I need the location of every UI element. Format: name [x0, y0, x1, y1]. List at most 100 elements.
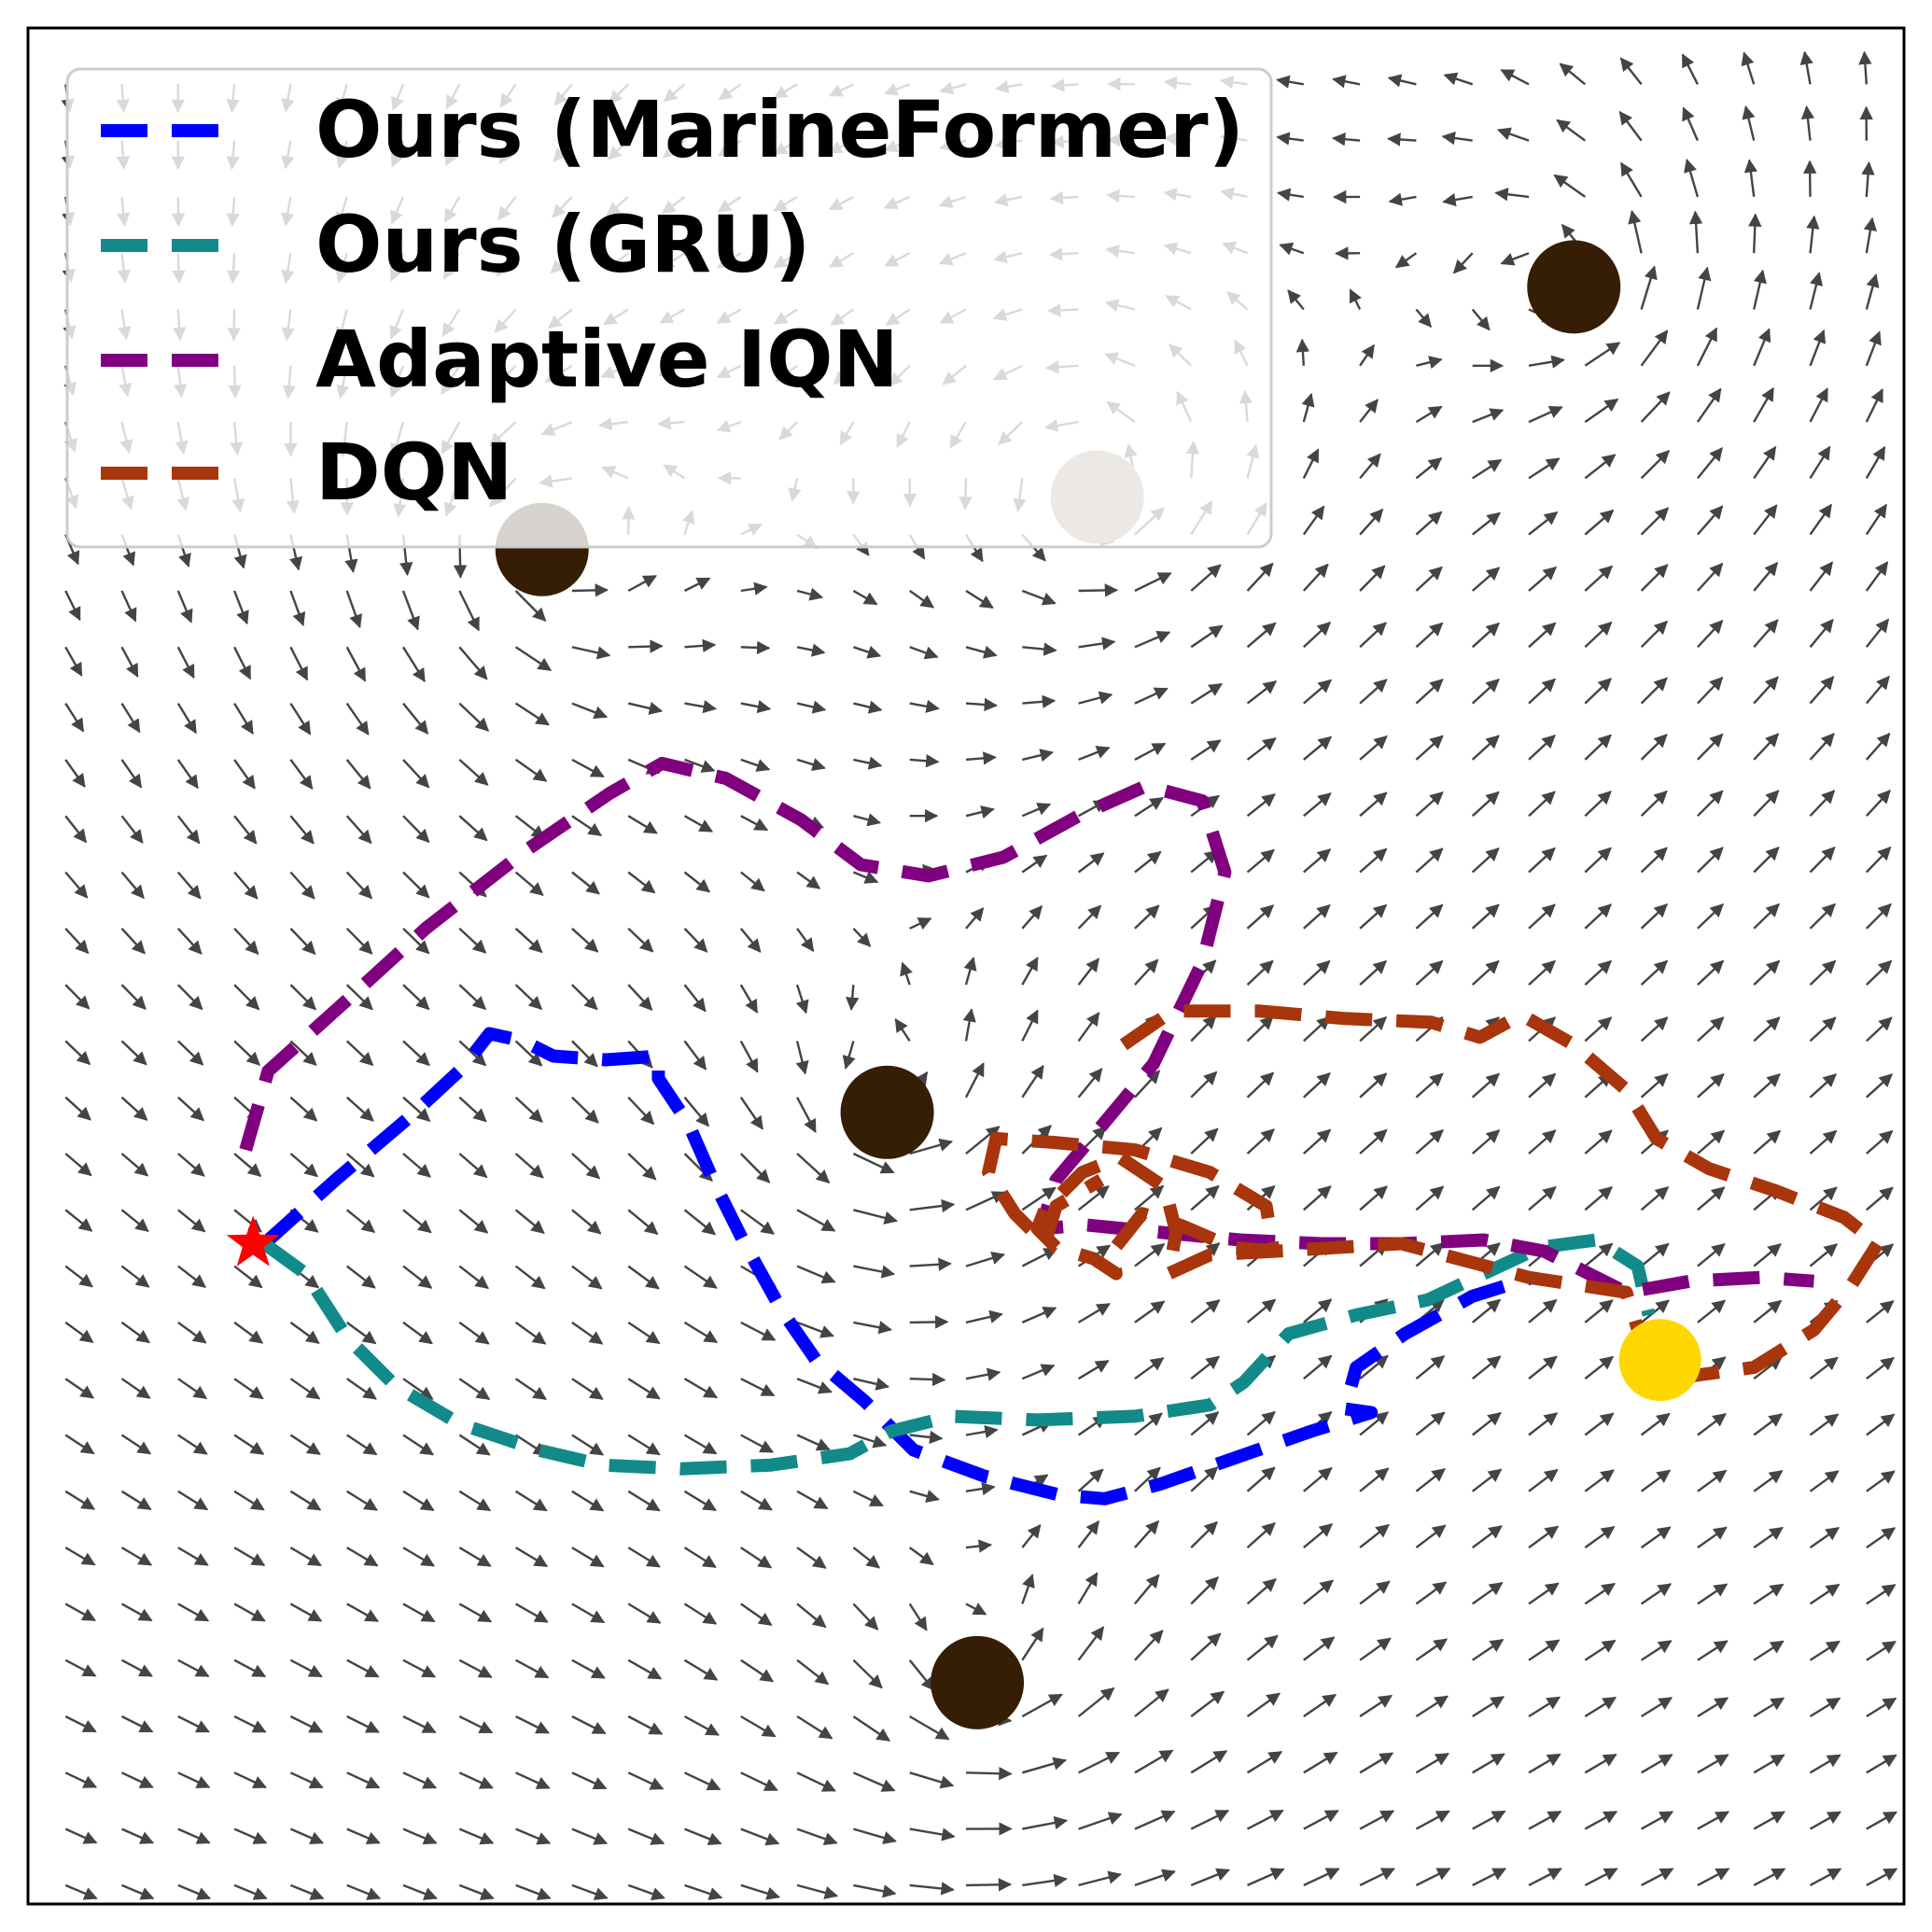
field-arrow-487 [1471, 847, 1500, 874]
field-arrow-299 [176, 590, 193, 623]
field-arrow-1013 [1359, 1752, 1394, 1774]
field-arrow-1049 [1528, 1810, 1562, 1830]
field-arrow-440 [683, 815, 714, 833]
field-arrow-23 [1332, 75, 1361, 89]
field-arrow-767 [514, 1378, 547, 1401]
field-arrow-289 [1471, 511, 1501, 536]
field-arrow-993 [233, 1771, 268, 1789]
field-arrow-439 [627, 815, 658, 834]
field-arrow-855 [1753, 1470, 1784, 1492]
field-arrow-1027 [289, 1827, 325, 1844]
field-arrow-64 [1800, 105, 1815, 141]
field-arrow-305 [514, 590, 547, 622]
field-arrow-739 [796, 1321, 834, 1338]
field-arrow-161 [1696, 266, 1712, 310]
field-arrow-221 [1359, 399, 1379, 423]
field-arrow-887 [1697, 1526, 1728, 1549]
field-arrow-95 [1684, 158, 1700, 198]
field-arrow-819 [1584, 1412, 1615, 1436]
field-arrow-230 [1865, 388, 1883, 423]
trajectory-line-3 [982, 1004, 1884, 1386]
field-arrow-544 [963, 956, 977, 986]
field-arrow-772 [796, 1378, 833, 1394]
field-arrow-930 [402, 1659, 437, 1678]
field-arrow-421 [1471, 735, 1500, 761]
field-arrow-121 [1279, 242, 1305, 256]
field-arrow-948 [1415, 1638, 1449, 1661]
field-arrow-386 [1359, 679, 1388, 705]
field-arrow-564 [233, 1040, 260, 1066]
field-arrow-624 [1753, 1073, 1781, 1099]
field-arrow-194 [1696, 327, 1718, 367]
field-arrow-966 [571, 1715, 607, 1735]
field-arrow-600 [402, 1096, 431, 1123]
field-arrow-540 [739, 984, 759, 1014]
field-arrow-863 [346, 1547, 379, 1567]
field-arrow-619 [1471, 1072, 1501, 1099]
field-arrow-684 [1415, 1185, 1445, 1211]
field-arrow-495 [64, 927, 90, 955]
field-arrow-369 [402, 702, 429, 735]
field-arrow-978 [1246, 1692, 1281, 1717]
field-arrow-737 [683, 1321, 719, 1344]
field-arrow-193 [1640, 329, 1669, 367]
field-arrow-579 [1077, 1012, 1100, 1043]
field-arrow-371 [514, 702, 550, 726]
field-arrow-1012 [1303, 1751, 1338, 1774]
field-arrow-984 [1584, 1696, 1617, 1718]
field-arrow-740 [853, 1321, 892, 1335]
field-arrow-812 [1190, 1411, 1220, 1436]
field-arrow-300 [232, 590, 249, 625]
field-arrow-189 [1416, 356, 1443, 370]
field-arrow-691 [1809, 1186, 1838, 1211]
field-arrow-895 [289, 1603, 323, 1622]
field-arrow-1020 [1753, 1754, 1785, 1774]
field-arrow-553 [1471, 959, 1500, 986]
field-arrow-670 [627, 1209, 659, 1235]
field-arrow-387 [1415, 679, 1444, 705]
field-arrow-228 [1753, 386, 1774, 423]
field-arrow-756 [1753, 1299, 1783, 1323]
trajectory-line-1 [260, 1233, 1656, 1476]
field-arrow-728 [177, 1321, 207, 1344]
field-arrow-590 [1697, 1016, 1725, 1043]
field-arrow-894 [233, 1603, 266, 1622]
field-arrow-811 [1134, 1412, 1163, 1436]
field-arrow-762 [233, 1378, 264, 1400]
field-arrow-743 [1021, 1306, 1057, 1324]
field-arrow-302 [345, 590, 362, 629]
field-arrow-94 [1619, 161, 1643, 198]
axes-frame [26, 26, 1906, 1906]
field-arrow-602 [514, 1096, 543, 1123]
field-arrow-58 [1441, 131, 1473, 146]
obstacle-4 [931, 1635, 1025, 1729]
field-arrow-885 [1584, 1525, 1616, 1549]
field-arrow-672 [740, 1209, 776, 1235]
field-arrow-734 [514, 1321, 547, 1345]
field-arrow-1060 [289, 1883, 325, 1900]
field-arrow-430 [120, 815, 144, 844]
field-arrow-607 [796, 1097, 817, 1133]
field-arrow-339 [571, 646, 611, 660]
field-arrow-419 [1359, 735, 1388, 761]
start-marker [226, 1215, 280, 1267]
field-arrow-1045 [1303, 1809, 1339, 1830]
field-arrow-599 [345, 1096, 374, 1122]
field-arrow-370 [458, 702, 490, 732]
field-arrow-649 [1302, 1128, 1332, 1155]
trajectory-group [239, 756, 1884, 1505]
field-arrow-815 [1359, 1411, 1390, 1436]
field-arrow-568 [458, 1040, 487, 1067]
field-arrow-816 [1415, 1411, 1446, 1436]
field-arrow-1075 [1134, 1869, 1176, 1887]
field-arrow-1018 [1640, 1754, 1673, 1774]
field-arrow-391 [1640, 677, 1668, 705]
field-arrow-1077 [1247, 1868, 1285, 1886]
field-arrow-355 [1471, 622, 1500, 649]
field-arrow-415 [1134, 742, 1167, 761]
field-arrow-262 [1809, 445, 1831, 480]
field-arrow-453 [1415, 791, 1444, 818]
field-arrow-667 [458, 1209, 489, 1234]
field-arrow-472 [627, 871, 656, 894]
field-arrow-497 [176, 927, 203, 955]
